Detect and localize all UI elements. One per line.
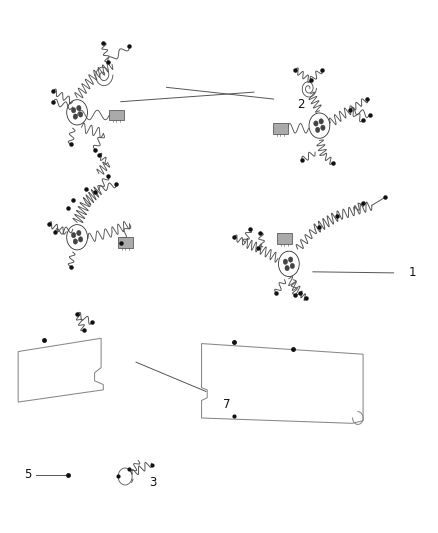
- Text: 2: 2: [297, 98, 305, 111]
- Circle shape: [77, 106, 81, 111]
- Circle shape: [288, 257, 293, 262]
- Text: 5: 5: [24, 469, 31, 481]
- Circle shape: [314, 121, 318, 126]
- Circle shape: [71, 232, 76, 238]
- Circle shape: [315, 127, 320, 133]
- Circle shape: [283, 259, 288, 264]
- Circle shape: [71, 108, 76, 113]
- Text: 3: 3: [149, 476, 156, 489]
- Circle shape: [319, 119, 323, 124]
- Circle shape: [285, 265, 289, 271]
- Text: 7: 7: [223, 398, 231, 411]
- Circle shape: [321, 125, 325, 131]
- Text: 1: 1: [409, 266, 417, 279]
- Circle shape: [78, 112, 83, 117]
- Circle shape: [73, 239, 78, 244]
- FancyBboxPatch shape: [109, 110, 124, 120]
- Circle shape: [290, 263, 294, 269]
- FancyBboxPatch shape: [277, 233, 292, 244]
- FancyBboxPatch shape: [118, 237, 133, 248]
- Circle shape: [77, 230, 81, 236]
- FancyBboxPatch shape: [273, 123, 288, 134]
- Circle shape: [73, 114, 78, 119]
- Circle shape: [78, 237, 83, 242]
